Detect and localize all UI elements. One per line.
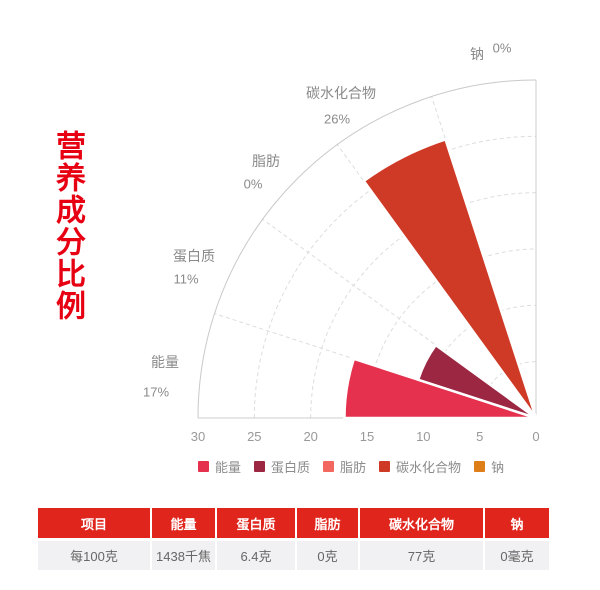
page-title: 营养成分比例: [51, 130, 84, 322]
outer-arc: [197, 79, 537, 419]
percent-label-protein: 11%: [173, 271, 199, 287]
cell-fat: 0克: [295, 541, 358, 570]
nutrition-table: 项目 能量 蛋白质 脂肪 碳水化合物 钠 每100克 1438千焦 6.4克 0…: [38, 508, 549, 570]
legend-swatch-energy: [198, 461, 209, 472]
percent-label-sodium: 0%: [492, 40, 512, 56]
legend-item-carbohydrate[interactable]: 碳水化合物: [379, 457, 461, 476]
percent-label-carbohydrate: 26%: [323, 111, 351, 127]
cell-protein: 6.4克: [215, 541, 295, 570]
polar-chart-svg: 30 25 20 15 10 5 0: [191, 79, 540, 444]
legend-item-energy[interactable]: 能量: [198, 457, 241, 476]
axis-tick: 0: [532, 429, 539, 444]
category-label-carbohydrate: 碳水化合物: [306, 85, 376, 101]
legend-label: 脂肪: [340, 460, 367, 475]
legend-item-protein[interactable]: 蛋白质: [254, 457, 310, 476]
table-header-sodium: 钠: [483, 508, 549, 541]
cell-sodium: 0毫克: [483, 541, 549, 570]
axis-tick: 5: [476, 429, 483, 444]
axis-tick: 20: [303, 429, 317, 444]
percent-label-fat: 0%: [243, 176, 263, 192]
cell-serving: 每100克: [38, 541, 150, 570]
legend-swatch-sodium: [474, 461, 486, 472]
category-label-protein: 蛋白质: [173, 248, 215, 264]
table-row: 每100克 1438千焦 6.4克 0克 77克 0毫克: [38, 541, 549, 570]
legend-label: 钠: [491, 460, 505, 475]
legend-label: 碳水化合物: [396, 460, 462, 475]
category-label-energy: 能量: [151, 354, 179, 370]
table-header-energy: 能量: [150, 508, 215, 541]
table-header-row: 项目 能量 蛋白质 脂肪 碳水化合物 钠: [38, 508, 549, 541]
legend-swatch-carbohydrate: [379, 461, 391, 472]
axis-tick: 25: [247, 429, 261, 444]
cell-energy: 1438千焦: [150, 541, 215, 570]
grid-arc: [310, 192, 537, 419]
legend-swatch-fat: [323, 461, 335, 472]
axis-tick: 10: [416, 429, 430, 444]
legend-item-fat[interactable]: 脂肪: [323, 457, 366, 476]
legend-item-sodium[interactable]: 钠: [474, 457, 504, 476]
axis-tick: 15: [360, 429, 374, 444]
category-label-fat: 脂肪: [252, 153, 280, 169]
category-label-sodium: 钠: [470, 46, 484, 62]
wedge-carbohydrate[interactable]: [362, 138, 538, 420]
table-header-carbohydrate: 碳水化合物: [358, 508, 483, 541]
radial-axis-ticks: 30 25 20 15 10 5 0: [191, 429, 540, 444]
percent-label-energy: 17%: [142, 384, 170, 400]
cell-carbohydrate: 77克: [358, 541, 483, 570]
wedge-protein[interactable]: [416, 343, 538, 420]
legend-label: 能量: [215, 460, 242, 475]
table-header-protein: 蛋白质: [215, 508, 295, 541]
axis-tick: 30: [191, 429, 205, 444]
grid-arc: [253, 135, 537, 419]
legend-label: 蛋白质: [271, 460, 311, 475]
table-header-fat: 脂肪: [295, 508, 358, 541]
table-header-item: 项目: [38, 508, 150, 541]
chart-legend: 能量 蛋白质 脂肪 碳水化合物 钠: [198, 457, 504, 476]
legend-swatch-protein: [254, 461, 266, 472]
